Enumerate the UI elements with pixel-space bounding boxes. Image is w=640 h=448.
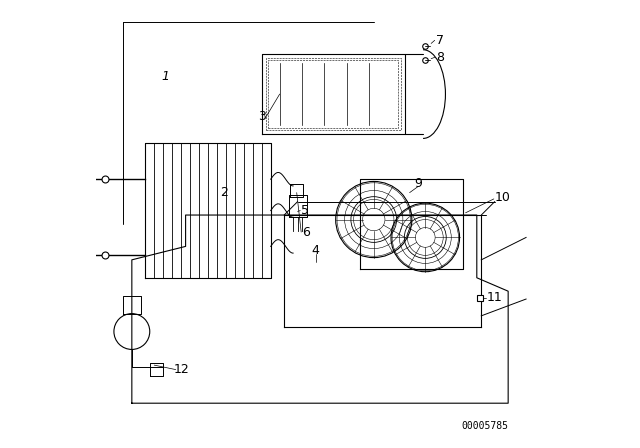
Text: 2: 2: [220, 186, 228, 199]
Text: 00005785: 00005785: [461, 422, 508, 431]
Text: 10: 10: [495, 190, 511, 204]
Text: 3: 3: [258, 110, 266, 123]
Text: 9: 9: [415, 177, 422, 190]
Text: 11: 11: [487, 291, 503, 305]
Text: 8: 8: [436, 51, 445, 64]
Text: 4: 4: [312, 244, 319, 258]
Text: 12: 12: [173, 363, 189, 376]
Text: 6: 6: [302, 225, 310, 239]
Text: 5: 5: [301, 204, 309, 217]
Text: 1: 1: [161, 69, 170, 83]
Text: 7: 7: [436, 34, 445, 47]
